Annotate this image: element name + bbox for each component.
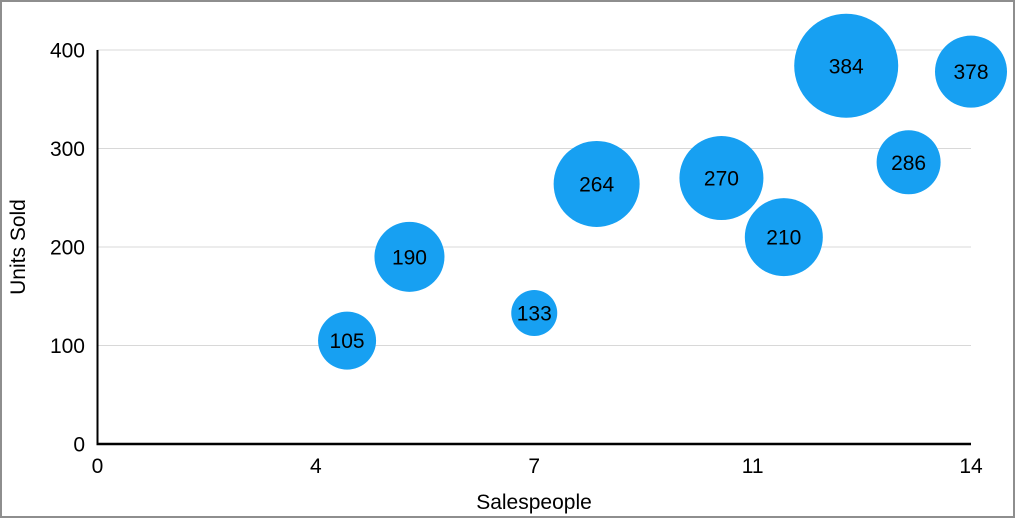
bubble-286 — [876, 130, 941, 195]
bubble-value-label-286: 286 — [891, 152, 926, 175]
bubble-378 — [935, 35, 1007, 108]
bubble-value-label-210: 210 — [766, 227, 801, 250]
x-axis-tick-labels: 0 4 7 11 14 — [92, 455, 983, 478]
y-axis-title: Units Sold — [7, 199, 30, 295]
y-tick-label-0: 0 — [73, 434, 85, 457]
x-tick-label-14: 14 — [959, 455, 983, 478]
axes — [96, 50, 971, 446]
x-tick-label-11: 11 — [742, 455, 764, 478]
bubble-value-label-264: 264 — [579, 173, 614, 196]
bubble-264 — [553, 140, 640, 227]
x-tick-label-4: 4 — [310, 455, 322, 478]
y-tick-label-400: 400 — [50, 40, 85, 63]
bubble-105 — [318, 311, 377, 370]
bubble-value-label-133: 133 — [517, 302, 552, 325]
bubble-384 — [794, 13, 899, 118]
x-axis-title: Salespeople — [476, 491, 592, 514]
bubble-value-label-384: 384 — [829, 55, 864, 78]
y-tick-label-300: 300 — [50, 138, 85, 161]
bubble-value-label-378: 378 — [953, 61, 988, 84]
bubble-270 — [679, 136, 764, 221]
x-tick-label-7: 7 — [528, 455, 540, 478]
bubble-value-label-105: 105 — [330, 330, 365, 353]
y-tick-label-200: 200 — [50, 237, 85, 260]
y-axis-tick-labels: 0 100 200 300 400 — [50, 40, 85, 457]
y-tick-label-100: 100 — [50, 335, 85, 358]
bubble-210 — [744, 198, 823, 277]
x-tick-label-0: 0 — [92, 455, 104, 478]
bubble-value-label-190: 190 — [392, 246, 427, 269]
bubble-190 — [374, 221, 445, 292]
bubble-series: 105 190 133 264 270 210 384 286 378 — [318, 13, 1007, 370]
bubble-value-label-270: 270 — [704, 168, 739, 191]
bubble-133 — [511, 289, 558, 336]
